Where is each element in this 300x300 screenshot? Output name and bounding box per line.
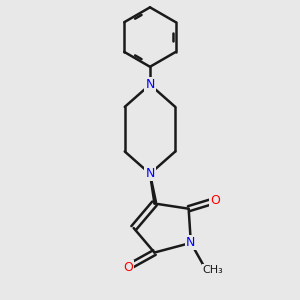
- Text: O: O: [123, 261, 133, 274]
- Text: N: N: [186, 236, 196, 249]
- Text: O: O: [211, 194, 220, 207]
- Text: CH₃: CH₃: [203, 265, 224, 275]
- Text: N: N: [145, 78, 155, 91]
- Text: N: N: [145, 167, 155, 180]
